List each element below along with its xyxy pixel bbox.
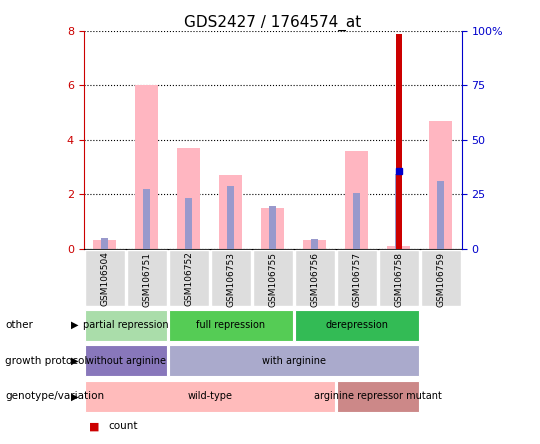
Text: ▶: ▶: [71, 320, 78, 330]
FancyBboxPatch shape: [211, 250, 251, 306]
Bar: [177, 148, 200, 249]
FancyBboxPatch shape: [85, 381, 335, 412]
Bar: [143, 189, 151, 249]
Text: wild-type: wild-type: [187, 391, 232, 401]
Bar: [345, 151, 368, 249]
Text: partial repression: partial repression: [83, 320, 168, 330]
Text: genotype/variation: genotype/variation: [5, 391, 105, 401]
Bar: [387, 246, 410, 249]
FancyBboxPatch shape: [294, 250, 335, 306]
Bar: [185, 198, 192, 249]
FancyBboxPatch shape: [168, 250, 209, 306]
FancyBboxPatch shape: [294, 310, 419, 341]
FancyBboxPatch shape: [126, 250, 167, 306]
Bar: [93, 241, 116, 249]
Text: ▶: ▶: [71, 356, 78, 366]
Text: GSM106751: GSM106751: [142, 251, 151, 306]
FancyBboxPatch shape: [85, 250, 125, 306]
Bar: [437, 181, 444, 249]
FancyBboxPatch shape: [168, 345, 419, 376]
Bar: [269, 206, 276, 249]
Text: other: other: [5, 320, 33, 330]
Text: GSM106756: GSM106756: [310, 251, 319, 306]
Bar: [395, 174, 402, 249]
FancyBboxPatch shape: [85, 345, 167, 376]
FancyBboxPatch shape: [336, 381, 419, 412]
Text: growth protocol: growth protocol: [5, 356, 88, 366]
Bar: [395, 34, 402, 249]
Text: GSM106759: GSM106759: [436, 251, 445, 306]
Bar: [261, 208, 284, 249]
Text: arginine repressor mutant: arginine repressor mutant: [314, 391, 442, 401]
Text: count: count: [108, 421, 138, 431]
Text: GSM106757: GSM106757: [352, 251, 361, 306]
FancyBboxPatch shape: [85, 310, 167, 341]
Text: GSM106753: GSM106753: [226, 251, 235, 306]
Bar: [219, 175, 242, 249]
Text: ■: ■: [89, 421, 99, 431]
Bar: [303, 241, 326, 249]
FancyBboxPatch shape: [421, 250, 461, 306]
Text: ▶: ▶: [71, 391, 78, 401]
Title: GDS2427 / 1764574_at: GDS2427 / 1764574_at: [184, 15, 361, 31]
Text: GSM106752: GSM106752: [184, 251, 193, 306]
Bar: [227, 186, 234, 249]
FancyBboxPatch shape: [379, 250, 419, 306]
Bar: [101, 238, 109, 249]
Text: GSM106504: GSM106504: [100, 251, 109, 306]
Text: GSM106755: GSM106755: [268, 251, 277, 306]
Bar: [135, 86, 158, 249]
Text: GSM106758: GSM106758: [394, 251, 403, 306]
Bar: [353, 193, 361, 249]
Bar: [429, 121, 453, 249]
FancyBboxPatch shape: [253, 250, 293, 306]
FancyBboxPatch shape: [168, 310, 293, 341]
Text: with arginine: with arginine: [262, 356, 326, 366]
Bar: [311, 239, 319, 249]
Text: full repression: full repression: [196, 320, 265, 330]
Text: without arginine: without arginine: [86, 356, 166, 366]
FancyBboxPatch shape: [336, 250, 377, 306]
Text: derepression: derepression: [325, 320, 388, 330]
